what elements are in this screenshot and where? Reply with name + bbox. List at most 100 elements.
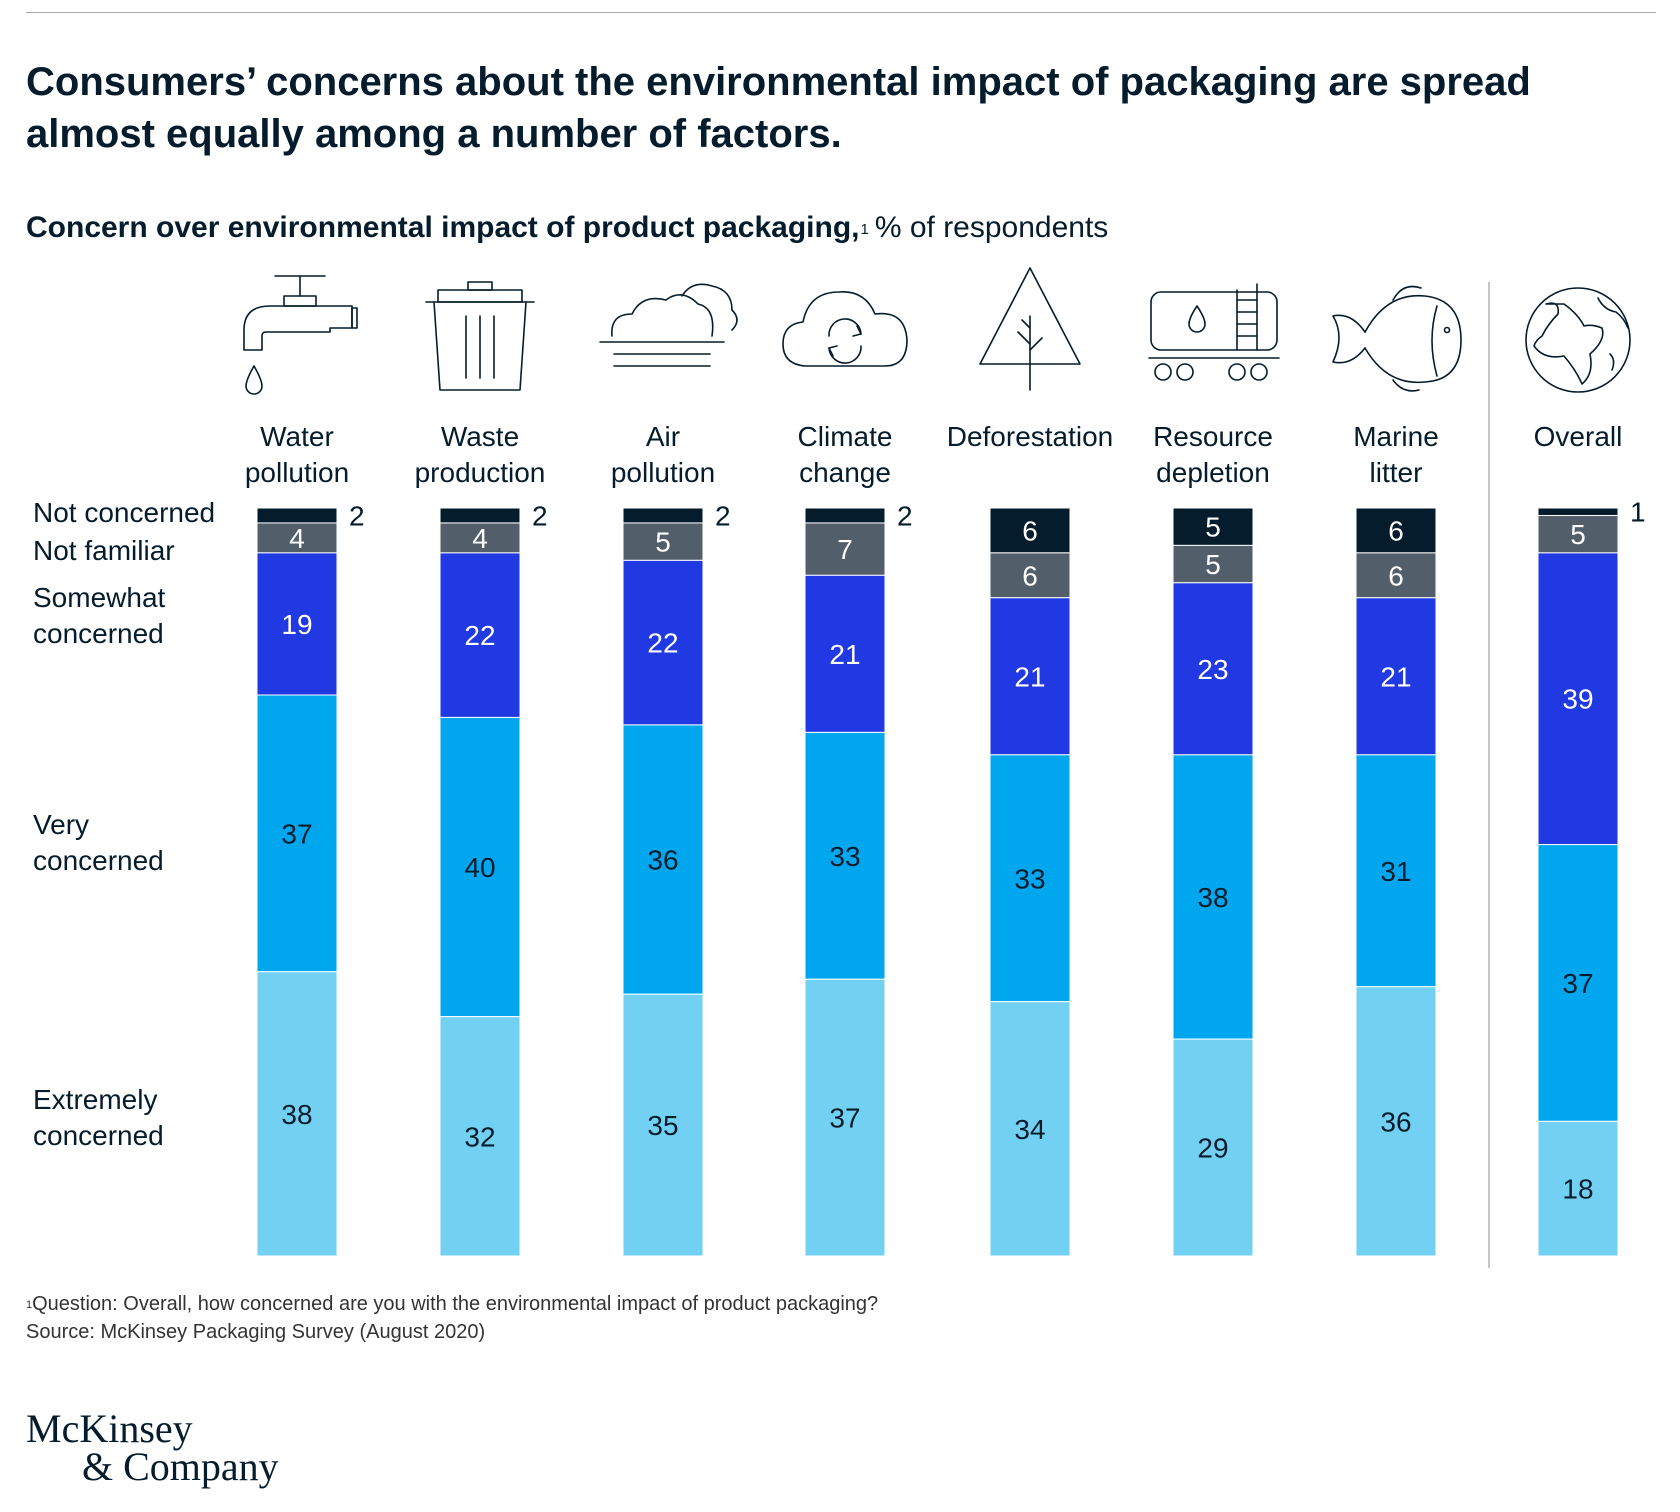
bar-segment-very-concerned	[1537, 844, 1619, 1122]
bar-resource-depletion: 5 5 23 38 29	[1172, 507, 1254, 1257]
data-label-not-concerned: 6	[1388, 515, 1404, 546]
category-label-resource-depletion: Resource depletion	[1153, 421, 1273, 488]
bar-segment-not-familiar	[622, 522, 704, 561]
logo-line-1: McKinsey	[26, 1406, 193, 1451]
data-label-very-concerned: 37	[1562, 968, 1593, 999]
bar-air-pollution: 2 5 22 36 35	[622, 500, 731, 1257]
bar-segment-not-familiar	[439, 522, 521, 554]
bar-segment-not-familiar	[989, 552, 1071, 599]
category-label-waste-production: Waste production	[415, 421, 546, 488]
data-label-not-concerned: 2	[897, 500, 913, 531]
data-label-not-familiar: 5	[655, 527, 671, 558]
data-label-somewhat-concerned: 19	[281, 609, 312, 640]
data-label-very-concerned: 36	[647, 845, 678, 876]
footnote-marker: 1	[26, 1299, 33, 1311]
bar-segment-very-concerned	[804, 731, 886, 980]
bar-segment-somewhat-concerned	[1355, 597, 1437, 756]
bar-segment-extremely-concerned	[804, 978, 886, 1257]
bar-segment-somewhat-concerned	[439, 552, 521, 718]
cloud-cycle-icon	[782, 291, 908, 367]
subtitle-footnote-marker: 1	[860, 221, 869, 238]
data-label-very-concerned: 40	[464, 852, 495, 883]
data-label-very-concerned: 38	[1197, 882, 1228, 913]
segment-label-extremely-concerned: Extremely concerned	[33, 1084, 164, 1151]
data-label-somewhat-concerned: 21	[829, 639, 860, 670]
fish-icon	[1332, 285, 1462, 392]
bar-climate-change: 2 7 21 33 37	[804, 500, 913, 1257]
chart-subtitle: Concern over environmental impact of pro…	[26, 210, 1108, 246]
data-label-extremely-concerned: 34	[1014, 1114, 1045, 1145]
mckinsey-logo: McKinsey & Company	[26, 1409, 279, 1489]
bar-segment-very-concerned	[439, 716, 521, 1018]
data-label-extremely-concerned: 29	[1197, 1133, 1228, 1164]
data-label-extremely-concerned: 18	[1562, 1174, 1593, 1205]
bar-waste-production: 2 4 22 40 32	[439, 500, 548, 1257]
stacked-bar-chart: Water pollution Waste production Air pollutio…	[33, 267, 1646, 1268]
bar-segment-extremely-concerned	[1172, 1038, 1254, 1257]
bar-overall: 1 5 39 37 18	[1537, 497, 1646, 1257]
segment-label-very-concerned: Very concerned	[33, 809, 164, 876]
data-label-not-familiar: 4	[472, 523, 488, 554]
category-label-overall: Overall	[1534, 421, 1623, 452]
bar-deforestation: 6 6 21 33 34	[989, 507, 1071, 1257]
subtitle-unit: % of respondents	[874, 211, 1109, 244]
top-rule	[26, 12, 1656, 13]
footnote-question-line: 1Question: Overall, how concerned are yo…	[26, 1290, 878, 1318]
logo-line-2: & Company	[82, 1444, 279, 1489]
data-label-extremely-concerned: 37	[829, 1103, 860, 1134]
data-label-not-concerned: 1	[1630, 497, 1646, 528]
data-label-extremely-concerned: 32	[464, 1121, 495, 1152]
footnote-source: Source: McKinsey Packaging Survey (Augus…	[26, 1321, 486, 1343]
data-label-very-concerned: 33	[1014, 863, 1045, 894]
data-label-somewhat-concerned: 21	[1014, 661, 1045, 692]
segment-labels: Not concerned Not familiar Somewhat concern…	[33, 497, 215, 1151]
bar-segment-extremely-concerned	[256, 971, 338, 1257]
bar-segment-somewhat-concerned	[622, 559, 704, 726]
bar-segment-not-familiar	[1537, 514, 1619, 554]
data-label-not-familiar: 6	[1388, 560, 1404, 591]
subtitle-bold: Concern over environmental impact of pro…	[26, 211, 860, 244]
data-label-extremely-concerned: 38	[281, 1099, 312, 1130]
data-label-not-familiar: 5	[1570, 519, 1586, 550]
bar-segment-extremely-concerned	[622, 993, 704, 1257]
bar-segment-very-concerned	[989, 754, 1071, 1003]
bar-segment-very-concerned	[1355, 754, 1437, 988]
bar-segment-not-concerned	[256, 507, 338, 524]
bar-water-pollution: 2 4 19 37 38	[256, 500, 365, 1257]
data-label-not-concerned: 2	[715, 500, 731, 531]
category-label-water-pollution: Water pollution	[245, 421, 349, 488]
globe-icon	[1525, 287, 1631, 393]
bar-segment-very-concerned	[1172, 754, 1254, 1040]
bar-segment-extremely-concerned	[1355, 986, 1437, 1257]
data-label-very-concerned: 31	[1380, 856, 1411, 887]
segment-label-not-familiar: Not familiar	[33, 535, 175, 566]
data-label-somewhat-concerned: 39	[1562, 684, 1593, 715]
data-label-somewhat-concerned: 22	[647, 628, 678, 659]
bar-segment-somewhat-concerned	[256, 552, 338, 696]
segment-label-not-concerned: Not concerned	[33, 497, 215, 528]
bar-segment-not-concerned	[439, 507, 521, 524]
trash-can-icon	[425, 281, 535, 391]
cloud-fog-icon	[599, 283, 738, 367]
data-label-somewhat-concerned: 21	[1380, 661, 1411, 692]
bar-segment-extremely-concerned	[439, 1016, 521, 1257]
data-label-not-concerned: 2	[532, 500, 548, 531]
bar-segment-somewhat-concerned	[1537, 552, 1619, 846]
data-label-somewhat-concerned: 22	[464, 620, 495, 651]
bar-segment-not-familiar	[1355, 552, 1437, 599]
data-label-very-concerned: 37	[281, 818, 312, 849]
category-label-deforestation: Deforestation	[947, 421, 1114, 452]
footnote-question: Question: Overall, how concerned are you…	[32, 1293, 879, 1315]
bar-segment-very-concerned	[622, 724, 704, 995]
bar-marine-litter: 6 6 21 31 36	[1355, 507, 1437, 1257]
bar-segment-not-familiar	[256, 522, 338, 554]
bar-segment-extremely-concerned	[989, 1001, 1071, 1257]
data-label-somewhat-concerned: 23	[1197, 654, 1228, 685]
data-label-very-concerned: 33	[829, 841, 860, 872]
bar-segment-somewhat-concerned	[989, 597, 1071, 756]
bars: 2 4 19 37 38 2 4 22 40 32 2 5 22 36 35 2 7 21 33 37 6 6 21 33 34…	[256, 497, 1646, 1257]
bar-segment-not-concerned	[989, 507, 1071, 554]
data-label-not-concerned: 6	[1022, 515, 1038, 546]
data-label-not-concerned: 2	[349, 500, 365, 531]
data-label-not-familiar: 5	[1205, 549, 1221, 580]
